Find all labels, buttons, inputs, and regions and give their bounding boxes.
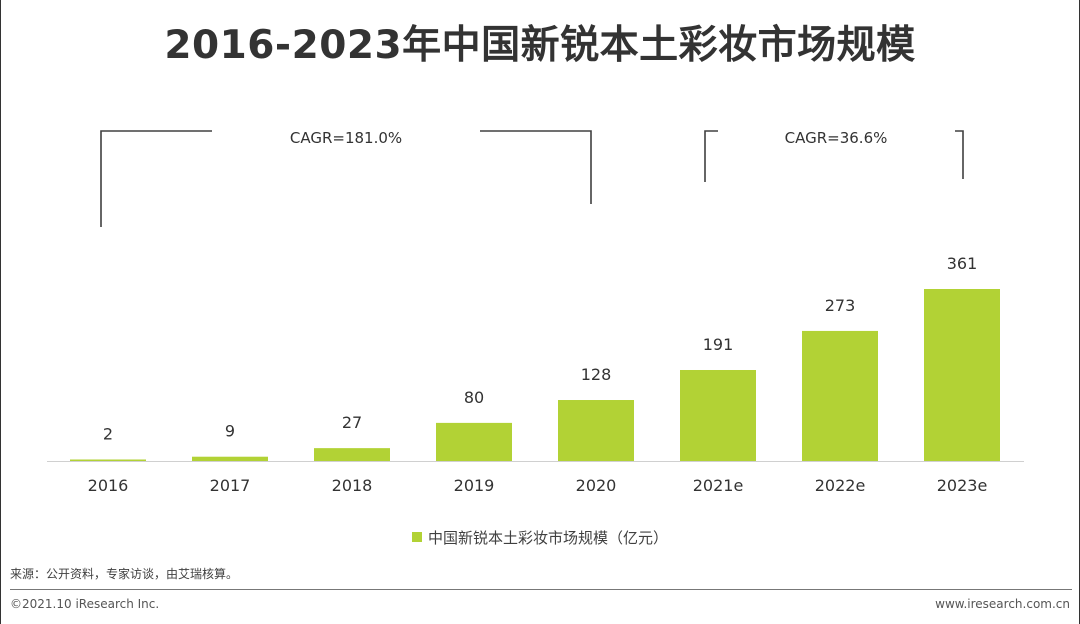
bar [924, 289, 1000, 461]
bar [70, 459, 146, 461]
bar [314, 448, 390, 461]
bar [680, 369, 756, 461]
frame-left-border [0, 0, 1, 624]
x-tick-label: 2021e [693, 476, 744, 495]
data-label: 80 [464, 388, 484, 407]
legend: 中国新锐本土彩妆市场规模（亿元） [0, 527, 1080, 548]
bar-chart: 2 2016 9 2017 27 2018 80 2019 128 2020 191 2021e 273… [47, 129, 1024, 495]
x-tick-label: 2019 [454, 476, 495, 495]
legend-swatch [411, 532, 422, 542]
data-label: 9 [225, 422, 235, 441]
data-label: 2 [103, 425, 113, 444]
bar [192, 456, 268, 461]
footer-divider [10, 589, 1072, 590]
x-tick-label: 2022e [815, 476, 866, 495]
bar [558, 400, 634, 461]
data-label: 27 [342, 413, 362, 432]
footer-copyright: ©2021.10 iResearch Inc. [10, 597, 160, 611]
cagr-bracket-right [955, 130, 964, 179]
data-label: 273 [825, 296, 856, 315]
x-tick-label: 2018 [332, 476, 373, 495]
chart-title: 2016-2023年中国新锐本土彩妆市场规模 [164, 23, 916, 68]
bar [802, 330, 878, 461]
data-label: 128 [581, 365, 612, 384]
cagr-bracket-right [480, 130, 592, 204]
data-label: 191 [703, 335, 734, 354]
cagr-label: CAGR=36.6% [785, 129, 888, 147]
footer-website: www.iresearch.com.cn [935, 597, 1070, 611]
x-tick-label: 2017 [210, 476, 251, 495]
cagr-label: CAGR=181.0% [290, 129, 402, 147]
x-tick-label: 2016 [88, 476, 129, 495]
bar [436, 422, 512, 461]
cagr-bracket-left [704, 130, 718, 182]
source-note: 来源：公开资料，专家访谈，由艾瑞核算。 [10, 567, 239, 581]
legend-label: 中国新锐本土彩妆市场规模（亿元） [427, 529, 668, 547]
cagr-bracket-left [100, 130, 212, 227]
x-tick-label: 2020 [576, 476, 617, 495]
x-tick-label: 2023e [937, 476, 988, 495]
data-label: 361 [947, 254, 978, 273]
